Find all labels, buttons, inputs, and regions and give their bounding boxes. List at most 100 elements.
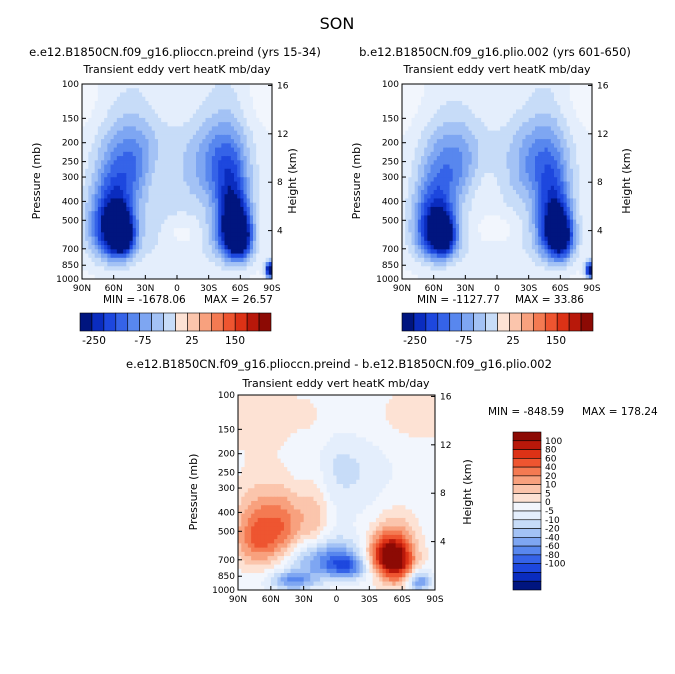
heatmap-cell: [148, 198, 153, 204]
heatmap-cell: [97, 215, 102, 221]
heatmap-cell: [180, 109, 184, 115]
heatmap-cell: [588, 177, 593, 182]
heatmap-cell: [177, 130, 181, 136]
heatmap-cell: [411, 223, 416, 229]
heatmap-cell: [218, 270, 222, 276]
heatmap-cell: [211, 198, 216, 204]
heatmap-cell: [538, 232, 542, 238]
heatmap-cell: [170, 202, 175, 208]
heatmap-cell: [531, 219, 536, 225]
heatmap-cell: [189, 156, 194, 161]
heatmap-cell: [170, 134, 175, 140]
heatmap-cell: [148, 84, 153, 89]
heatmap-cell: [402, 177, 406, 182]
heatmap-cell: [411, 177, 416, 182]
heatmap-cell: [481, 151, 485, 157]
heatmap-cell: [512, 156, 517, 161]
heatmap-cell: [462, 215, 466, 221]
heatmap-cell: [573, 147, 577, 153]
heatmap-cell: [82, 130, 86, 136]
height-tick-label: 12: [277, 130, 288, 140]
heatmap-cell: [471, 228, 476, 233]
heatmap-cell: [522, 147, 526, 153]
heatmap-cell: [414, 156, 419, 161]
heatmap-cell: [161, 96, 165, 102]
heatmap-cell: [234, 189, 238, 195]
heatmap-cell: [94, 266, 99, 271]
heatmap-cell: [573, 84, 577, 89]
heatmap-cell: [126, 122, 130, 127]
heatmap-cell: [199, 215, 203, 221]
heatmap-cell: [180, 211, 184, 216]
heatmap-cell: [516, 109, 520, 115]
heatmap-cell: [452, 211, 457, 216]
heatmap-cell: [180, 147, 184, 153]
heatmap-cell: [550, 198, 555, 204]
heatmap-cell: [234, 253, 238, 259]
heatmap-cell: [421, 100, 425, 106]
heatmap-cell: [129, 262, 134, 267]
heatmap-cell: [566, 117, 571, 123]
heatmap-cell: [436, 160, 441, 165]
heatmap-cell: [557, 211, 561, 216]
heatmap-cell: [402, 92, 406, 98]
heatmap-cell: [253, 215, 257, 221]
heatmap-cell: [268, 96, 273, 102]
heatmap-cell: [173, 232, 178, 238]
heatmap-cell: [525, 168, 530, 174]
heatmap-cell: [91, 181, 96, 187]
heatmap-cell: [230, 219, 235, 225]
heatmap-cell: [522, 173, 526, 178]
heatmap-cell: [557, 122, 561, 127]
heatmap-cell: [519, 113, 523, 119]
heatmap-cell: [170, 130, 175, 136]
heatmap-cell: [414, 194, 419, 199]
heatmap-cell: [88, 92, 92, 98]
heatmap-cell: [582, 134, 587, 140]
heatmap-cell: [427, 181, 431, 187]
heatmap-cell: [126, 236, 130, 242]
heatmap-cell: [167, 173, 172, 178]
heatmap-cell: [158, 160, 162, 165]
heatmap-cell: [519, 164, 523, 170]
heatmap-cell: [240, 164, 244, 170]
heatmap-cell: [421, 219, 425, 225]
heatmap-cell: [478, 181, 482, 187]
heatmap-cell: [177, 122, 181, 127]
heatmap-cell: [525, 84, 530, 89]
heatmap-cell: [94, 270, 99, 276]
heatmap-cell: [167, 96, 172, 102]
figure-title: SON: [320, 14, 355, 33]
heatmap-cell: [158, 177, 162, 182]
heatmap-cell: [446, 194, 450, 199]
heatmap-cell: [161, 189, 165, 195]
heatmap-cell: [436, 223, 441, 229]
heatmap-cell: [82, 257, 86, 263]
heatmap-cell: [218, 96, 222, 102]
heatmap-cell: [554, 202, 558, 208]
heatmap-cell: [427, 139, 431, 144]
heatmap-cell: [433, 100, 438, 106]
heatmap-cell: [579, 113, 583, 119]
heatmap-cell: [417, 88, 422, 93]
heatmap-cell: [462, 109, 466, 115]
heatmap-cell: [503, 160, 507, 165]
heatmap-cell: [446, 134, 450, 140]
heatmap-cell: [116, 181, 121, 187]
heatmap-cell: [183, 181, 187, 187]
heatmap-cell: [560, 117, 564, 123]
heatmap-cell: [202, 236, 206, 242]
heatmap-cell: [180, 236, 184, 242]
heatmap-cell: [151, 113, 156, 119]
heatmap-cell: [421, 122, 425, 127]
heatmap-cell: [85, 173, 89, 178]
heatmap-cell: [557, 151, 561, 157]
heatmap-cell: [142, 164, 146, 170]
heatmap-cell: [249, 117, 254, 123]
heatmap-cell: [82, 177, 86, 182]
heatmap-cell: [528, 134, 533, 140]
heatmap-cell: [566, 92, 571, 98]
heatmap-cell: [490, 113, 495, 119]
heatmap-cell: [126, 215, 130, 221]
heatmap-cell: [509, 130, 514, 136]
